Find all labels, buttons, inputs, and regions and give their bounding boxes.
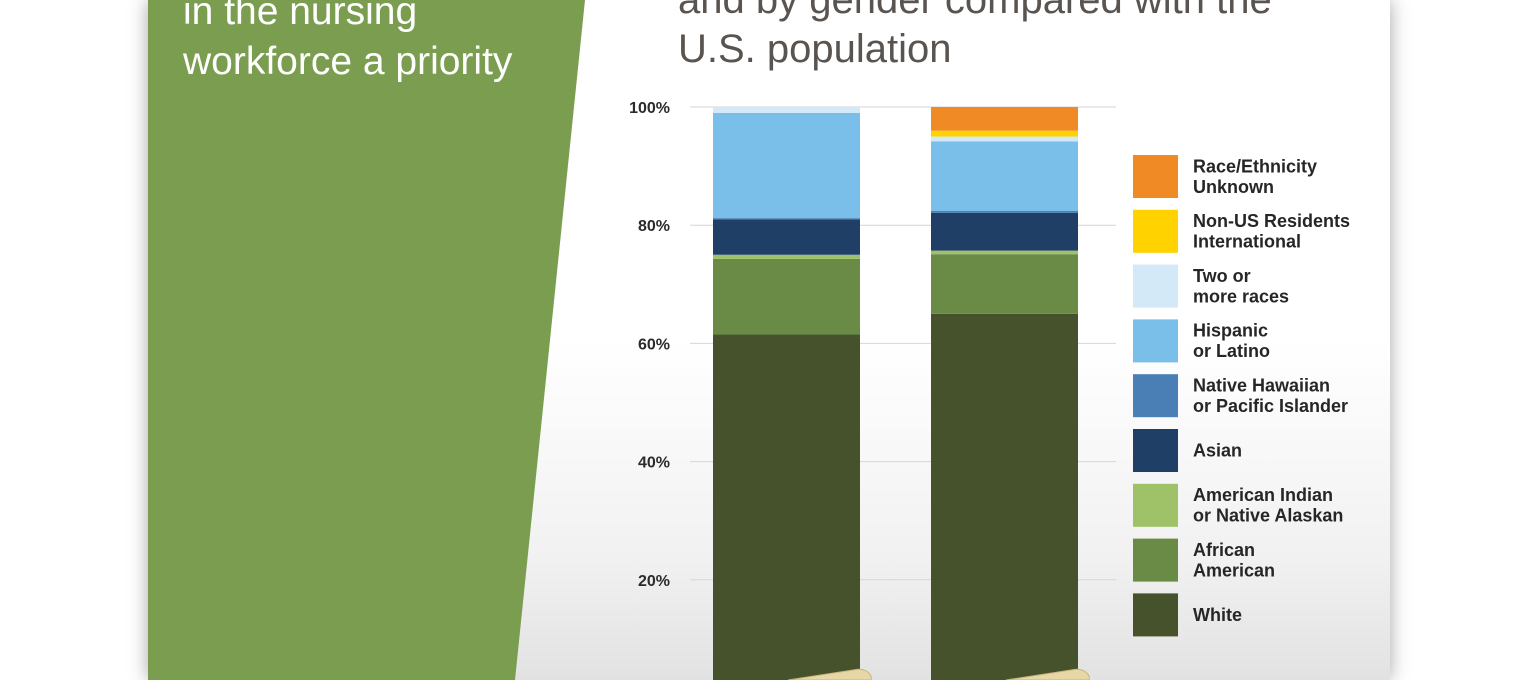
bar-segment-american-indian-or-native-alaskan [931, 250, 1078, 255]
bar-segment-white [931, 313, 1078, 680]
legend-swatch [1133, 209, 1178, 253]
legend-label: White [1193, 605, 1242, 625]
legend-swatch [1133, 538, 1178, 582]
chart-title-line-2: U.S. population [678, 27, 952, 71]
y-tick-label: 40% [638, 455, 670, 472]
legend-swatch [1133, 155, 1178, 198]
legend-swatch [1133, 483, 1178, 527]
legend-swatch [1133, 593, 1178, 637]
y-tick-label: 60% [638, 336, 670, 353]
legend-label: African [1193, 540, 1255, 560]
legend-swatch [1133, 319, 1178, 363]
bar-segment-african-american [713, 258, 860, 335]
legend-label: or Latino [1193, 341, 1270, 361]
bar-segment-non-us-residents-international [931, 130, 1078, 137]
bar-segment-hispanic-or-latino [931, 141, 1078, 212]
bar-segment-native-hawaiian-or-pacific-islander [931, 211, 1078, 213]
headline-line-1: in the nursing [183, 0, 418, 33]
legend-label: Race/Ethnicity [1193, 156, 1317, 176]
headline-line-2: workforce a priority [183, 40, 513, 83]
legend-label: International [1193, 232, 1301, 252]
green-side-panel [148, 0, 585, 680]
bar-segment-race-ethnicity-unknown [931, 107, 1078, 131]
legend-swatch [1133, 429, 1178, 472]
bar-segment-hispanic-or-latino [713, 112, 860, 219]
y-tick-label: 100% [629, 100, 670, 117]
bar-segment-two-or-more-races [931, 136, 1078, 142]
bar-segment-native-hawaiian-or-pacific-islander [713, 218, 860, 220]
bar-segment-african-american [931, 254, 1078, 314]
y-tick-label: 20% [638, 573, 670, 590]
legend-label: Unknown [1193, 177, 1274, 197]
bar-segment-white [713, 334, 860, 680]
chart-title-line-1: and by gender compared with the [678, 0, 1272, 22]
legend-label: Hispanic [1193, 321, 1268, 341]
legend-label: or Native Alaskan [1193, 506, 1343, 526]
bar-segment-asian [931, 212, 1078, 251]
legend-label: American Indian [1193, 485, 1333, 505]
legend-label: more races [1193, 286, 1289, 306]
legend-label: or Pacific Islander [1193, 396, 1348, 416]
legend-label: Two or [1193, 266, 1251, 286]
y-tick-label: 80% [638, 218, 670, 235]
legend-swatch [1133, 374, 1178, 418]
legend-label: Asian [1193, 441, 1242, 461]
legend-swatch [1133, 264, 1178, 308]
legend-label: Non-US Residents [1193, 211, 1350, 231]
legend-label: Native Hawaiian [1193, 375, 1330, 395]
bar-segment-two-or-more-races [713, 107, 860, 113]
legend-label: American [1193, 560, 1275, 580]
bar-segment-american-indian-or-native-alaskan [713, 254, 860, 259]
bar-segment-asian [713, 219, 860, 255]
